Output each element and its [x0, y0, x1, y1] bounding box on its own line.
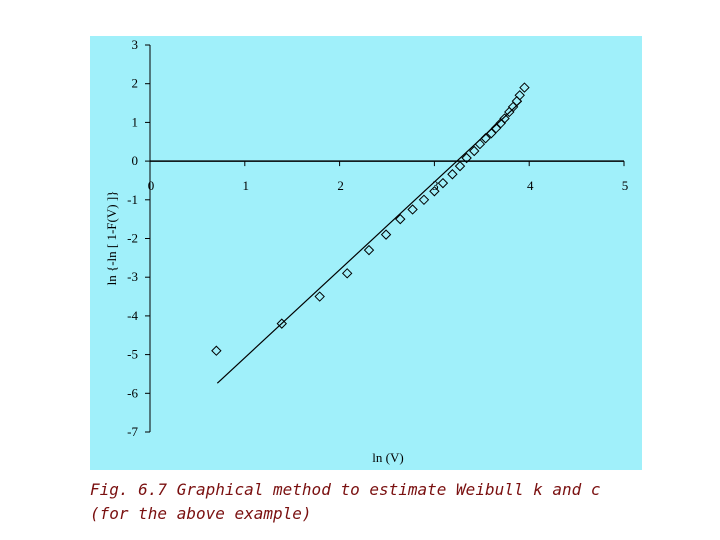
data-point: [276, 318, 287, 329]
data-point: [395, 213, 406, 225]
y-tick-label: -2: [127, 231, 138, 246]
y-tick-label: -1: [127, 192, 138, 207]
y-tick-label: 1: [132, 114, 139, 129]
y-axis-label: ln {-ln [ 1-F(V) ]}: [104, 191, 119, 286]
data-point: [499, 113, 510, 124]
data-point: [418, 194, 430, 206]
y-tick-label: -3: [127, 269, 138, 284]
caption-line: Fig. 6.7 Graphical method to estimate We…: [90, 480, 601, 499]
data-point: [380, 229, 392, 240]
y-tick-label: 0: [132, 153, 139, 168]
data-point: [211, 345, 222, 356]
y-tick-label: 3: [132, 37, 139, 52]
data-point: [469, 145, 480, 157]
x-tick-label: 1: [243, 178, 250, 193]
x-tick-label: 3: [432, 178, 439, 193]
y-tick-label: -7: [127, 424, 138, 439]
data-point: [461, 152, 472, 164]
x-tick-label: 2: [337, 178, 344, 193]
data-point: [407, 204, 418, 215]
x-tick-label: 5: [622, 178, 629, 193]
data-point: [519, 82, 530, 93]
data-point: [490, 122, 502, 134]
data-point: [454, 160, 466, 172]
data-point: [341, 268, 353, 279]
y-tick-label: -5: [127, 347, 138, 362]
caption-line: (for the above example): [90, 504, 312, 523]
x-tick-label: 0: [148, 178, 155, 193]
y-tick-label: -4: [127, 308, 138, 323]
data-point: [447, 169, 458, 180]
data-point: [514, 90, 525, 101]
y-tick-label: -6: [127, 385, 138, 400]
data-point: [314, 291, 325, 302]
data-point: [437, 177, 449, 189]
x-axis-label: ln (V): [372, 450, 403, 465]
y-tick-label: 2: [132, 76, 139, 91]
data-point: [363, 244, 375, 256]
fit-line: [216, 100, 523, 384]
plot-background: [90, 36, 642, 470]
x-tick-label: 4: [527, 178, 534, 193]
data-point: [429, 186, 440, 197]
caption: Fig. 6.7 Graphical method to estimate We…: [90, 478, 601, 526]
